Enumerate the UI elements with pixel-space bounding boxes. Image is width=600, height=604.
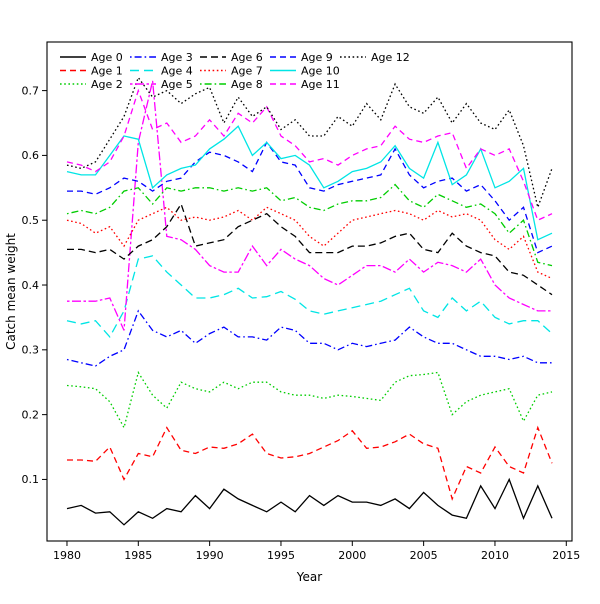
- series-age-4: [66, 255, 553, 339]
- x-tick-label: 1985: [124, 549, 152, 562]
- series-age-2: [66, 370, 553, 430]
- x-tick-label: 2005: [410, 549, 438, 562]
- legend-label-age-10: Age 10: [301, 64, 340, 77]
- legend-label-age-1: Age 1: [91, 64, 123, 77]
- series-age-6: [67, 202, 553, 296]
- series-age-10: [66, 125, 553, 241]
- series-age-1: [67, 425, 553, 501]
- y-axis: 0.1 0.2 0.3 0.4 0.5 0.6 0.7: [22, 84, 47, 486]
- y-tick-label: 0.6: [22, 149, 40, 162]
- legend-label-age-7: Age 7: [231, 64, 263, 77]
- legend-item-age-0: Age 0: [60, 51, 123, 64]
- y-tick-label: 0.5: [22, 214, 40, 227]
- legend-item-age-5: Age 5: [130, 78, 193, 91]
- legend-label-age-8: Age 8: [231, 78, 263, 91]
- y-axis-title: Catch mean weight: [4, 233, 18, 350]
- x-tick-label: 2010: [481, 549, 509, 562]
- legend-label-age-4: Age 4: [161, 64, 193, 77]
- y-tick-label: 0.3: [22, 344, 40, 357]
- y-tick-label: 0.1: [22, 473, 40, 486]
- series-age-12: [66, 76, 553, 210]
- x-tick-label: 2015: [552, 549, 580, 562]
- legend-item-age-9: Age 9: [270, 51, 333, 64]
- series-age-3: [66, 309, 552, 367]
- y-tick-label: 0.2: [22, 408, 40, 421]
- series-age-11: [66, 88, 553, 222]
- legend-label-age-2: Age 2: [91, 78, 123, 91]
- y-tick-label: 0.7: [22, 84, 40, 97]
- legend-label-age-3: Age 3: [161, 51, 193, 64]
- legend-item-age-8: Age 8: [200, 78, 263, 91]
- legend-item-age-7: Age 7: [200, 64, 263, 77]
- legend-item-age-3: Age 3: [130, 51, 193, 64]
- x-tick-label: 1980: [53, 549, 81, 562]
- x-tick-label: 1995: [267, 549, 295, 562]
- x-tick-label: 1990: [196, 549, 224, 562]
- series-lines: [66, 76, 553, 526]
- legend-label-age-6: Age 6: [231, 51, 263, 64]
- series-age-7: [66, 206, 553, 280]
- series-age-8: [66, 183, 553, 267]
- series-age-0: [66, 477, 553, 526]
- legend-label-age-5: Age 5: [161, 78, 193, 91]
- legend-item-age-1: Age 1: [60, 64, 123, 77]
- y-tick-label: 0.4: [22, 279, 40, 292]
- x-axis-title: Year: [296, 570, 322, 584]
- legend-label-age-12: Age 12: [371, 51, 410, 64]
- legend-item-age-4: Age 4: [130, 64, 193, 77]
- x-tick-label: 2000: [338, 549, 366, 562]
- legend-item-age-10: Age 10: [270, 64, 340, 77]
- legend-item-age-2: Age 2: [60, 78, 123, 91]
- legend-label-age-0: Age 0: [91, 51, 123, 64]
- legend-label-age-9: Age 9: [301, 51, 333, 64]
- legend-item-age-12: Age 12: [340, 51, 410, 64]
- legend-item-age-6: Age 6: [200, 51, 263, 64]
- legend-item-age-11: Age 11: [270, 78, 340, 91]
- plot-border: [46, 41, 573, 542]
- x-axis: 1980 1985 1990 1995 2000 2005 2010 2015: [53, 541, 580, 562]
- legend-label-age-11: Age 11: [301, 78, 340, 91]
- series-age-9: [67, 141, 553, 254]
- series-age-5: [67, 80, 552, 331]
